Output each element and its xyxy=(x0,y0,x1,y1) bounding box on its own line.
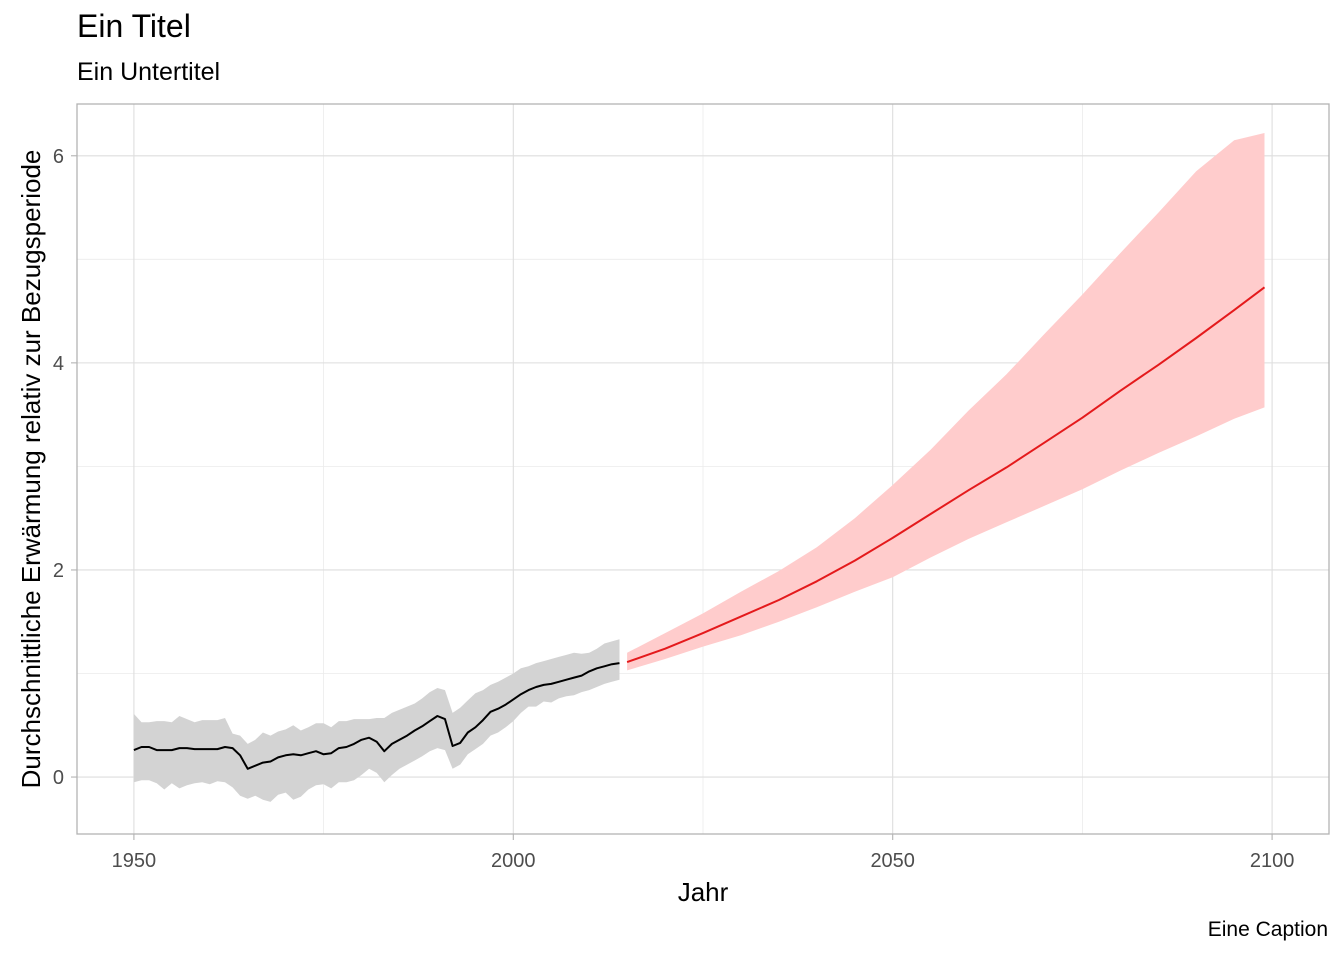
x-tick-label: 2000 xyxy=(491,850,536,872)
series-lines xyxy=(133,286,1266,770)
chart-subtitle: Ein Untertitel xyxy=(77,58,221,86)
chart-caption: Eine Caption xyxy=(1207,918,1328,941)
y-tick-label: 0 xyxy=(53,767,64,789)
x-tick-label: 2050 xyxy=(870,850,915,872)
historical-line xyxy=(133,662,620,770)
y-tick-label: 2 xyxy=(53,560,64,582)
projection-band xyxy=(627,133,1265,671)
x-axis-title: Jahr xyxy=(678,877,729,907)
x-tick-label: 2100 xyxy=(1250,850,1295,872)
historical-band xyxy=(133,639,620,802)
y-axis-title: Durchschnittliche Erwärmung relativ zur … xyxy=(16,150,46,789)
projection-line xyxy=(626,286,1266,664)
x-tick-label: 1950 xyxy=(112,850,157,872)
y-tick-label: 6 xyxy=(53,146,64,168)
y-tick-label: 4 xyxy=(53,353,64,375)
confidence-bands xyxy=(133,133,1265,802)
axis-ticks: 1950 2000 2050 2100 0 2 4 6 xyxy=(53,146,1294,872)
panel-border xyxy=(76,103,1330,835)
chart-title: Ein Titel xyxy=(77,8,191,44)
grid-layer xyxy=(77,104,1329,834)
